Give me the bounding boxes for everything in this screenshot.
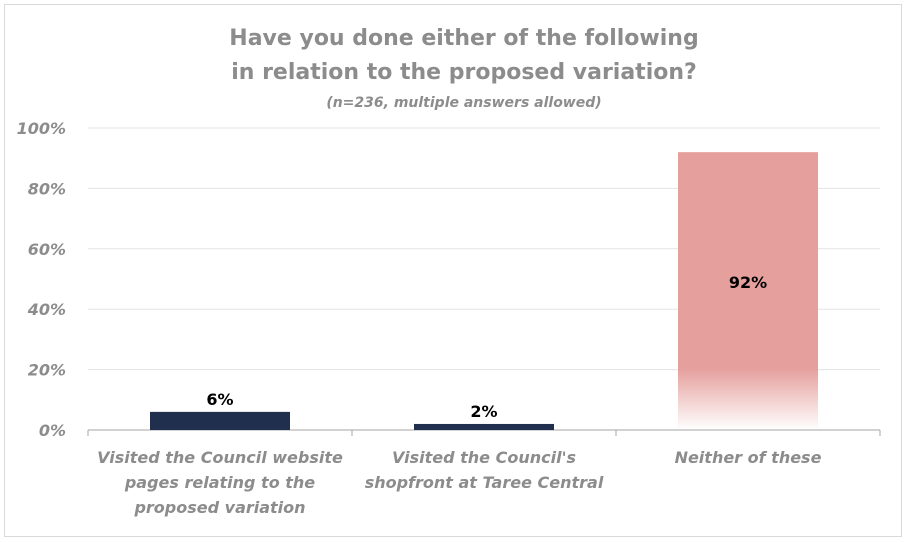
chart-title-line-1: Have you done either of the following (229, 26, 698, 51)
y-tick-label: 40% (27, 300, 66, 319)
bar (150, 411, 290, 430)
x-axis-categories: Visited the Council website pages relatin… (97, 448, 821, 517)
data-labels: 6% 2% 92% (206, 273, 767, 421)
chart-title-line-2: in relation to the proposed variation? (231, 60, 697, 85)
x-category-label: proposed variation (133, 498, 305, 517)
x-category-label: shopfront at Taree Central (365, 473, 604, 492)
bar (678, 152, 818, 430)
bar (414, 423, 554, 430)
data-label: 92% (729, 273, 767, 292)
x-category-label: Visited the Council website (97, 448, 343, 467)
data-label: 6% (206, 390, 233, 409)
y-tick-label: 0% (39, 421, 66, 440)
y-tick-label: 60% (28, 240, 66, 259)
y-tick-label: 20% (28, 361, 66, 380)
data-label: 2% (470, 402, 497, 421)
bars (150, 152, 818, 430)
chart-title: Have you done either of the following in… (229, 26, 698, 85)
x-category-label: pages relating to the (124, 473, 315, 492)
x-category-label: Neither of these (675, 448, 822, 467)
x-category-label: Visited the Council's (392, 448, 576, 467)
chart-subtitle: (n=236, multiple answers allowed) (326, 95, 601, 111)
y-axis-ticks: 0% 20% 40% 60% 80% 100% (17, 119, 66, 440)
y-tick-label: 80% (28, 179, 66, 198)
y-tick-label: 100% (17, 119, 66, 138)
